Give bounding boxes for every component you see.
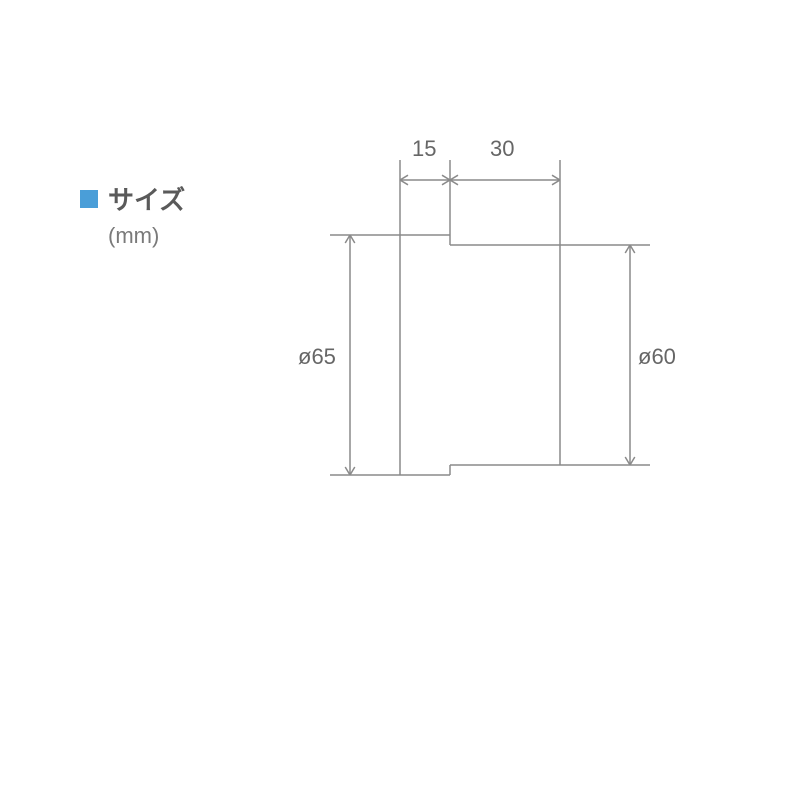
dim-left-diameter-label: ø65 xyxy=(298,344,336,370)
title-block: サイズ (mm) xyxy=(80,180,185,249)
diagram-svg xyxy=(280,130,740,550)
dim-top-right-label: 30 xyxy=(490,136,514,162)
title-label: サイズ xyxy=(108,180,185,217)
dim-right-diameter-label: ø60 xyxy=(638,344,676,370)
title-row: サイズ xyxy=(80,180,185,217)
dim-top-left-label: 15 xyxy=(412,136,436,162)
dimension-diagram: 15 30 ø65 ø60 xyxy=(280,130,740,550)
bullet-icon xyxy=(80,190,98,208)
unit-label: (mm) xyxy=(108,223,185,249)
